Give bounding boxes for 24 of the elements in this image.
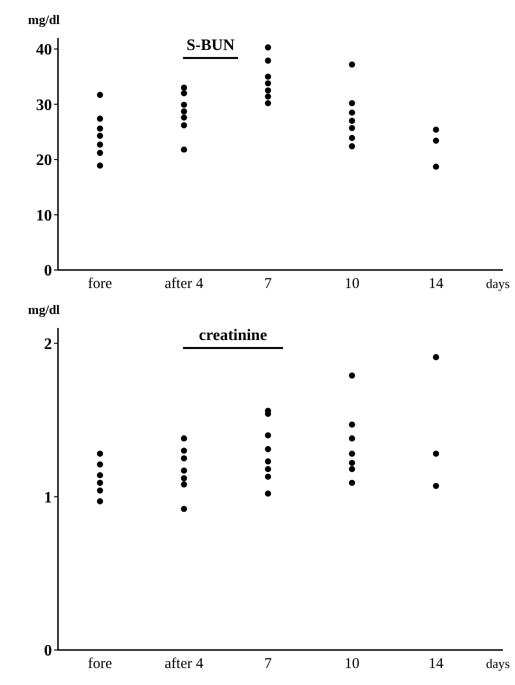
chart-title: creatinine	[198, 327, 268, 344]
y-axis-title: mg/dl	[28, 302, 60, 317]
y-axis-title: mg/dl	[28, 12, 60, 27]
x-tick-label: 10	[344, 276, 360, 292]
x-axis-title: days	[486, 276, 510, 291]
y-tick-label: 0	[44, 642, 52, 660]
x-tick-label: fore	[88, 276, 112, 292]
chart-title: S-BUN	[186, 37, 235, 54]
y-tick-label: 1	[44, 489, 52, 506]
x-tick-label: 7	[264, 276, 272, 292]
x-tick-label: 14	[428, 656, 444, 672]
y-tick-label: 10	[36, 207, 52, 224]
y-tick-label: 2	[44, 336, 52, 353]
x-tick-label: after 4	[164, 276, 204, 292]
x-tick-label: 14	[428, 276, 444, 292]
x-tick-label: after 4	[164, 656, 204, 672]
y-tick-label: 40	[36, 42, 52, 59]
x-tick-label: 7	[264, 656, 272, 672]
x-axis-title: days	[486, 656, 510, 671]
x-tick-label: 10	[344, 656, 360, 672]
y-tick-label: 30	[36, 96, 52, 114]
y-tick-label: 0	[44, 262, 52, 280]
y-tick-label: 20	[36, 152, 52, 170]
x-tick-label: fore	[88, 656, 112, 672]
